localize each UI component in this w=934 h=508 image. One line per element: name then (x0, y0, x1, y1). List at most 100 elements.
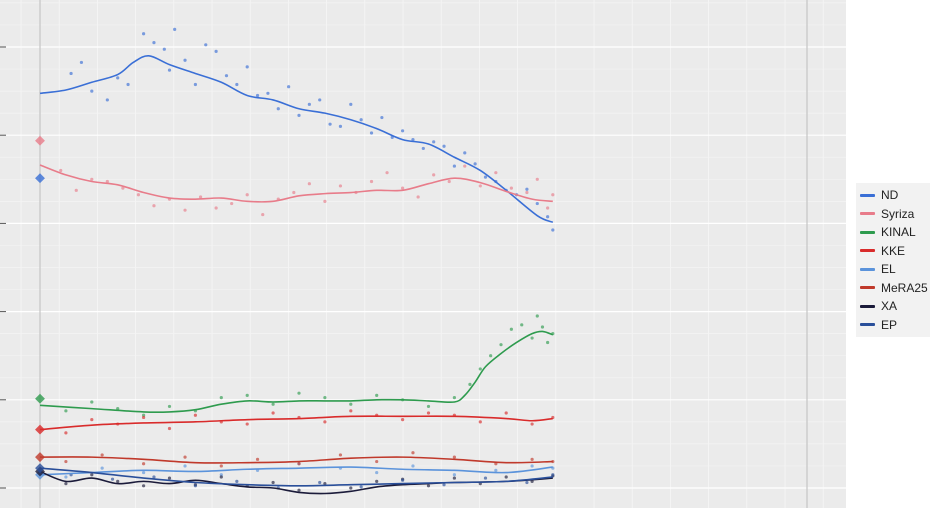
poll-point-nd (442, 144, 446, 148)
poll-point-nd (369, 131, 374, 135)
legend-item-xa: XA (860, 297, 930, 316)
poll-point-syriza (369, 179, 374, 184)
legend-swatch (860, 212, 875, 216)
legend-item-syriza: Syriza (860, 205, 930, 224)
poll-point-nd (535, 201, 539, 206)
poll-point-kke (401, 418, 405, 422)
poll-point-xa (90, 473, 94, 477)
poll-point-syriza (494, 171, 498, 175)
poll-point-ep (193, 484, 197, 488)
poll-point-nd (287, 85, 291, 89)
poll-point-nd (116, 76, 120, 80)
poll-point-mera25 (100, 453, 104, 457)
poll-point-ep (551, 473, 555, 477)
poll-point-nd (307, 102, 311, 106)
poll-point-kinal (546, 340, 550, 345)
poll-point-kke (167, 426, 172, 431)
poll-point-xa (426, 484, 431, 488)
y-axis-ticks (0, 46, 6, 489)
poll-point-nd (162, 47, 166, 51)
poll-point-nd (551, 228, 555, 232)
poll-point-syriza (478, 184, 482, 188)
poll-point-mera25 (411, 451, 415, 455)
poll-point-nd (79, 60, 84, 65)
poll-point-nd (297, 113, 301, 117)
poll-point-syriza (509, 186, 513, 190)
poll-point-xa (297, 488, 301, 492)
poll-point-xa (142, 484, 146, 488)
poll-point-el (219, 473, 223, 477)
poll-point-kinal (219, 395, 223, 400)
legend-item-nd: ND (860, 186, 930, 205)
poll-point-nd (142, 32, 146, 36)
grid (0, 0, 846, 508)
poll-point-nd (255, 93, 260, 98)
poll-point-mera25 (219, 464, 223, 468)
poll-point-ep (359, 485, 363, 489)
poll-point-kinal (116, 407, 120, 411)
legend-swatch (860, 230, 875, 234)
legend-label: XA (881, 299, 898, 314)
poll-point-kke (323, 420, 327, 424)
poll-point-mera25 (530, 457, 534, 461)
trend-line-syriza (39, 164, 553, 203)
poll-point-nd (204, 43, 208, 47)
poll-point-nd (69, 71, 73, 76)
poll-point-nd (173, 27, 177, 31)
poll-point-nd (401, 129, 405, 133)
poll-point-kinal (509, 327, 513, 331)
poll-point-nd (525, 187, 529, 191)
poll-point-syriza (230, 201, 234, 206)
poll-point-kinal (499, 343, 503, 347)
poll-point-syriza (385, 171, 389, 175)
plot-panel (0, 0, 846, 508)
poll-point-el (64, 475, 68, 479)
poll-point-kinal (520, 323, 524, 327)
poll-point-nd (432, 140, 436, 144)
poll-point-syriza (261, 212, 265, 217)
legend-label: ND (881, 188, 899, 203)
poll-point-nd (235, 82, 239, 87)
poll-point-el (494, 468, 498, 472)
poll-point-xa (504, 475, 508, 479)
trend-line-el (39, 466, 553, 476)
election-marker-syriza (35, 135, 45, 146)
poll-point-el (530, 464, 534, 468)
poll-point-syriza (525, 190, 529, 195)
legend: ND Syriza KINAL KKE EL MeRA25 XA EP (856, 183, 930, 337)
poll-point-kinal (323, 395, 327, 400)
legend-swatch (860, 304, 875, 308)
poll-point-kinal (452, 395, 456, 400)
poll-point-xa (116, 479, 120, 483)
poll-point-kinal (64, 409, 68, 413)
poll-point-xa (271, 480, 275, 485)
legend-item-kke: KKE (860, 242, 930, 261)
poll-point-xa (167, 476, 172, 480)
poll-point-nd (90, 89, 94, 93)
poll-point-syriza (447, 179, 451, 184)
legend-label: KKE (881, 243, 906, 258)
poll-point-nd (245, 65, 249, 69)
poll-point-mera25 (297, 462, 301, 466)
poll-point-kinal (167, 404, 172, 409)
poll-point-syriza (338, 184, 343, 188)
poll-point-kke (504, 411, 508, 415)
poll-point-nd (224, 74, 229, 78)
poll-point-kinal (530, 336, 534, 340)
poll-point-mera25 (452, 455, 456, 459)
legend-item-kinal: KINAL (860, 223, 930, 242)
legend-swatch (860, 193, 875, 197)
poll-point-mera25 (255, 457, 260, 461)
poll-point-nd (380, 115, 384, 120)
poll-point-kinal (540, 325, 545, 329)
poll-point-kke (90, 418, 94, 422)
poll-point-nd (359, 118, 363, 122)
legend-item-ep: EP (860, 316, 930, 335)
poll-point-nd (214, 49, 218, 54)
poll-point-syriza (432, 173, 436, 177)
poll-point-kke (245, 422, 249, 426)
poll-point-xa (349, 486, 353, 490)
poll-point-kinal (478, 367, 482, 371)
poll-point-xa (219, 475, 223, 479)
poll-point-nd (463, 151, 467, 155)
